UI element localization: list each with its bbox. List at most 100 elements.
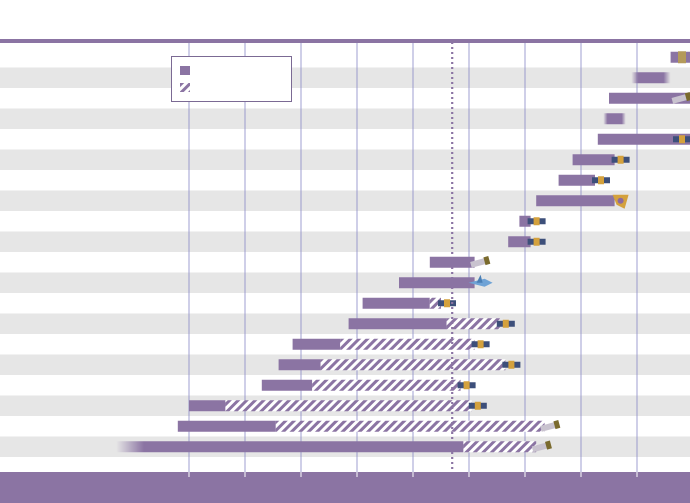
observatory-core (617, 197, 624, 204)
timeline-row (519, 215, 531, 227)
chart-frame (0, 39, 690, 503)
bar-hatched (446, 318, 500, 330)
satellite-panel (438, 300, 445, 307)
legend-swatch-hatched (180, 83, 190, 92)
timeline-row (572, 154, 615, 166)
satellite-panel (457, 382, 465, 389)
bar-solid (189, 400, 226, 412)
timeline-row (348, 318, 500, 330)
bar-solid (278, 359, 321, 371)
satellite-icon (468, 401, 487, 410)
satellite-panel (592, 177, 599, 184)
legend-swatch-solid (180, 66, 190, 75)
bar-solid (603, 113, 626, 125)
bar-solid (362, 297, 430, 309)
timeline-row (116, 441, 537, 453)
satellite-panel (468, 402, 476, 409)
satellite-panel (513, 361, 521, 368)
telescope-mount (483, 256, 491, 266)
timeline-row (597, 133, 690, 145)
satellite-body (444, 299, 450, 308)
bar-hatched (429, 297, 441, 309)
satellite-panel (471, 341, 479, 348)
timeline-row (261, 379, 461, 391)
row-band (0, 108, 690, 129)
satellite-icon (496, 319, 515, 328)
satellite-body (474, 401, 481, 410)
telescope-icon (540, 420, 561, 432)
satellite-body (477, 340, 484, 349)
satellite-panel (527, 218, 535, 225)
row-band (0, 190, 690, 211)
satellite-panel (673, 136, 680, 143)
bar-hatched (312, 379, 461, 391)
satellite-body (533, 217, 540, 226)
spacecraft-body (678, 51, 686, 64)
satellite-body (508, 360, 515, 369)
timeline-row (189, 400, 472, 412)
bar-hatched (225, 400, 472, 412)
timeline-row (362, 297, 441, 309)
shuttle-wing (476, 274, 483, 283)
timeline-row (536, 195, 615, 207)
telescope-tube (470, 257, 488, 268)
bar-solid (348, 318, 447, 330)
bar-solid (116, 441, 464, 453)
bar-hatched (275, 420, 545, 432)
legend (171, 56, 292, 102)
satellite-panel (603, 177, 610, 184)
satellite-icon (471, 340, 490, 349)
bar-solid (519, 215, 531, 227)
satellite-panel (507, 320, 515, 327)
satellite-icon (457, 381, 476, 390)
telescope-mount (684, 92, 690, 102)
bar-hatched (463, 441, 537, 453)
telescope-mount (545, 440, 552, 450)
timeline-row (631, 72, 671, 84)
bar-solid (177, 420, 276, 432)
mission-icons (438, 51, 690, 453)
satellite-body (502, 319, 509, 328)
bar-solid (572, 154, 615, 166)
satellite-icon (611, 155, 630, 164)
satellite-icon (592, 176, 610, 185)
satellite-panel (527, 238, 535, 245)
bar-hatched (340, 338, 475, 350)
bar-solid (558, 174, 595, 186)
legend-item-hatched (180, 83, 196, 92)
row-band (0, 231, 690, 252)
telescope-tube (531, 442, 549, 453)
bar-solid (261, 379, 313, 391)
telescope-tube (540, 421, 558, 432)
timeline-row (609, 92, 690, 104)
row-band (0, 67, 690, 88)
bar-solid (631, 72, 671, 84)
timeline-row (603, 113, 626, 125)
timeline-row (292, 338, 475, 350)
satellite-panel (684, 136, 690, 143)
bar-solid (609, 92, 690, 104)
bar-solid (292, 338, 341, 350)
satellite-icon (502, 360, 521, 369)
row-bands (0, 67, 690, 457)
axis-band (0, 472, 690, 503)
observatory-icon (612, 194, 629, 209)
row-band (0, 272, 690, 293)
satellite-body (679, 135, 685, 144)
satellite-panel (479, 402, 487, 409)
satellite-icon (527, 237, 546, 246)
satellite-panel (538, 218, 546, 225)
timeline-row (508, 236, 531, 248)
satellite-panel (496, 320, 504, 327)
timeline-row (399, 277, 475, 289)
spacecraft-icon (678, 51, 686, 64)
satellite-panel (538, 238, 546, 245)
top-rule (0, 39, 690, 43)
satellite-panel (502, 361, 510, 368)
bar-solid (399, 277, 475, 289)
bar-solid (536, 195, 615, 207)
satellite-body (617, 155, 624, 164)
telescope-icon (470, 256, 491, 268)
timeline-row (278, 359, 506, 371)
